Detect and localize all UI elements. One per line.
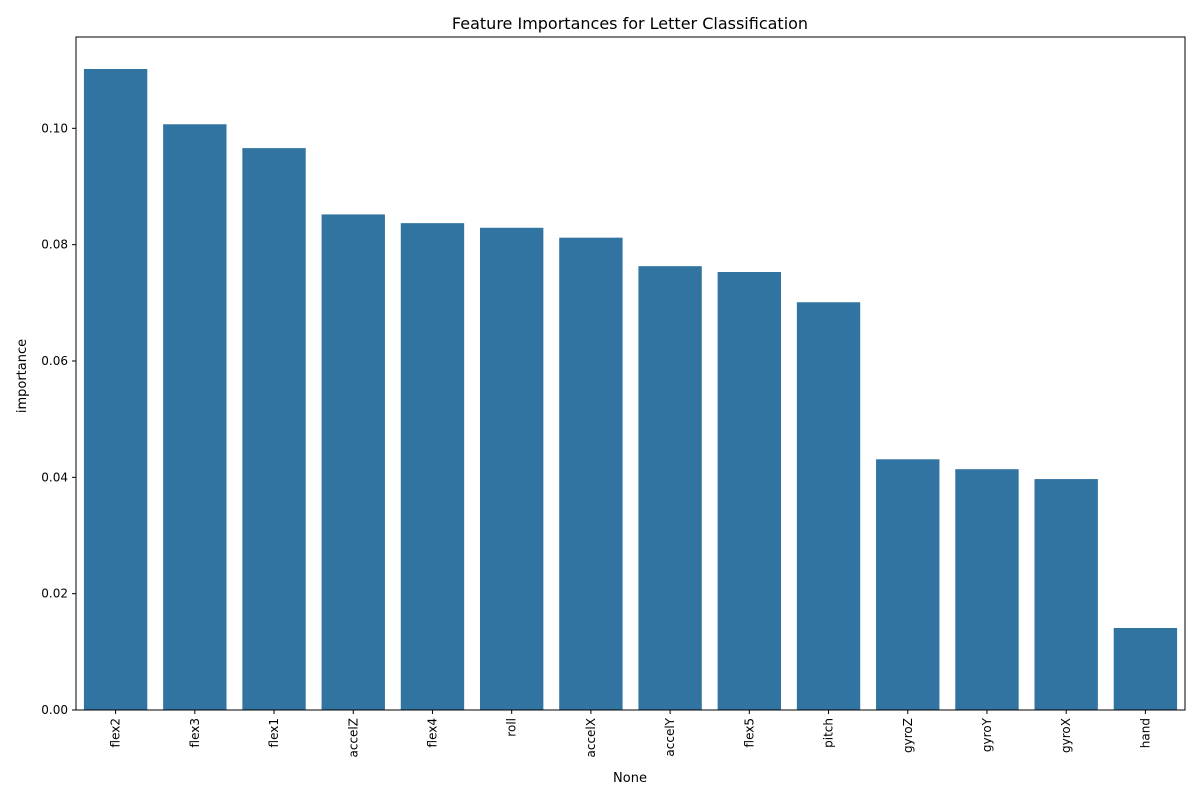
bar-flex2 (83, 68, 148, 711)
chart-title: Feature Importances for Letter Classific… (452, 14, 808, 33)
y-tick-label: 0.10 (41, 121, 68, 135)
x-tick-label: gyroY (980, 717, 994, 752)
bar-flex1 (242, 148, 306, 710)
y-tick-label: 0.08 (41, 238, 68, 252)
y-tick-label: 0.06 (41, 354, 68, 368)
x-tick-label: gyroX (1059, 718, 1073, 753)
bar-hand (1113, 627, 1178, 710)
bar-flex5 (717, 271, 782, 710)
x-tick-label: flex5 (742, 718, 756, 747)
x-axis: flex2 flex3 flex1 accelZ flex4 roll accelX acce… (109, 710, 1152, 758)
bar-gyroY (955, 469, 1019, 710)
x-axis-label: None (613, 771, 647, 786)
bar-accelY (638, 266, 702, 710)
x-tick-label: roll (505, 718, 519, 737)
x-tick-label: flex3 (188, 718, 202, 747)
bar-accelX (559, 237, 623, 711)
x-tick-label: flex2 (109, 718, 123, 747)
plot-frame (75, 36, 1186, 711)
y-axis: 0.00 0.02 0.04 0.06 0.08 0.10 (41, 121, 76, 717)
x-tick-label: flex1 (267, 718, 281, 747)
y-tick-label: 0.00 (41, 703, 68, 717)
bar-roll (479, 227, 544, 710)
x-tick-label: hand (1138, 718, 1152, 748)
y-tick-label: 0.02 (41, 587, 68, 601)
x-tick-label: pitch (822, 718, 836, 748)
bar-gyroX (1034, 479, 1098, 710)
x-tick-label: accelX (584, 718, 598, 758)
y-tick-label: 0.04 (41, 470, 68, 484)
bar-pitch (796, 302, 861, 710)
bar-accelZ (321, 214, 385, 710)
bar-flex4 (400, 223, 465, 710)
x-tick-label: gyroZ (901, 718, 915, 753)
bar-gyroZ (876, 459, 940, 710)
bars-group (83, 68, 1178, 711)
x-tick-label: accelY (663, 717, 677, 756)
y-axis-label: importance (15, 339, 30, 413)
x-tick-label: accelZ (346, 718, 360, 758)
x-tick-label: flex4 (425, 718, 439, 747)
bar-flex3 (163, 124, 227, 710)
